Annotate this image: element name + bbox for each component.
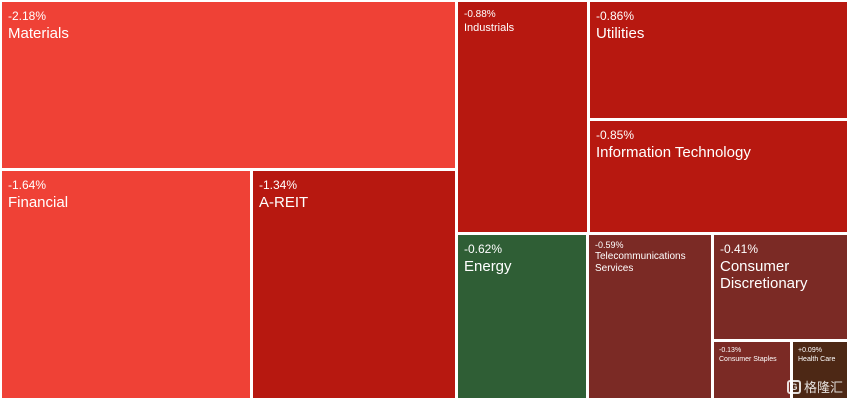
treemap-tile-health-care[interactable]: +0.09% Health Care	[793, 342, 847, 398]
treemap-tile-materials[interactable]: -2.18% Materials	[2, 2, 455, 168]
tile-change-label: -0.59%	[595, 240, 624, 250]
tile-change-label: -1.64%	[8, 178, 47, 192]
treemap-tile-financial[interactable]: -1.64% Financial	[2, 171, 250, 398]
tile-change-label: -0.85%	[596, 128, 635, 142]
tile-sector-label: Telecommunications Services	[595, 251, 686, 274]
treemap-tile-industrials[interactable]: -0.88% Industrials	[458, 2, 587, 232]
treemap-tile-consumer-discretionary[interactable]: -0.41% Consumer Discretionary	[714, 235, 847, 339]
treemap-tile-a-reit[interactable]: -1.34% A-REIT	[253, 171, 455, 398]
treemap-tile-energy[interactable]: -0.62% Energy	[458, 235, 586, 398]
tile-change-label: +0.09%	[798, 347, 822, 354]
tile-change-label: -0.86%	[596, 9, 635, 23]
gelonghui-logo-icon: G	[786, 379, 801, 394]
tile-change-label: -0.88%	[464, 9, 496, 20]
treemap-tile-consumer-staples[interactable]: -0.13% Consumer Staples	[714, 342, 790, 398]
watermark-text: 格隆汇	[803, 380, 843, 395]
tile-sector-label: Health Care	[798, 356, 836, 363]
tile-sector-label: A-REIT	[259, 194, 309, 211]
tile-sector-label: Utilities	[596, 25, 645, 42]
tile-sector-label: Consumer Staples	[719, 356, 777, 363]
tile-change-label: -2.18%	[8, 9, 47, 23]
treemap-tile-telecommunications-services[interactable]: -0.59% Telecommunications Services	[589, 235, 711, 398]
tile-change-label: -0.41%	[720, 242, 759, 256]
tile-sector-label: Materials	[8, 25, 69, 42]
tile-change-label: -0.62%	[464, 242, 503, 256]
tile-change-label: -1.34%	[259, 178, 298, 192]
watermark: G 格隆汇	[786, 377, 843, 396]
treemap-tile-information-technology[interactable]: -0.85% Information Technology	[590, 121, 847, 232]
treemap-tile-utilities[interactable]: -0.86% Utilities	[590, 2, 847, 118]
tile-sector-label: Industrials	[464, 22, 515, 34]
tile-sector-label: Financial	[8, 194, 69, 211]
tile-change-label: -0.13%	[719, 347, 742, 354]
tile-sector-label: Information Technology	[596, 144, 751, 161]
tile-sector-label: Consumer Discretionary	[720, 258, 808, 293]
tile-sector-label: Energy	[464, 258, 512, 275]
